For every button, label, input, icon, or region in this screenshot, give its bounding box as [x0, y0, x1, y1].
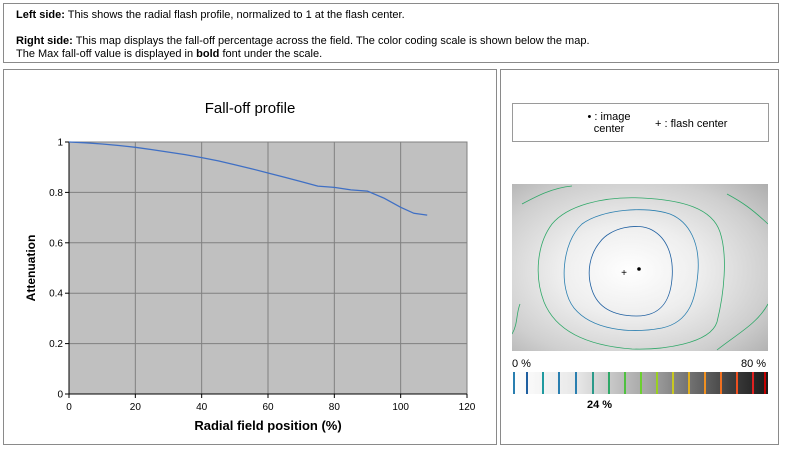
info-line-max: The Max fall-off value is displayed in b…	[16, 48, 778, 61]
falloff-chart: 0 20 40 60 80 100 120 0 0.2 0.4 0.6 0.8 1 Radial fie…	[24, 138, 476, 434]
series-group	[68, 141, 428, 216]
right-side-label: Right side:	[16, 35, 73, 47]
info-line-left: Left side: This shows the radial flash p…	[16, 9, 778, 22]
contour-3	[563, 209, 699, 331]
max-text-bold: bold	[196, 48, 220, 60]
y-tick-label: 0.8	[49, 188, 63, 199]
x-tick-label: 60	[262, 402, 274, 413]
max-text-post: font under the scale.	[219, 48, 323, 60]
scale-tick	[592, 372, 594, 394]
grid-lines	[69, 142, 467, 394]
map-panel: • : image center + : flash center + 0 % …	[500, 69, 779, 445]
scale-max-label: 80 %	[741, 358, 767, 370]
y-axis-label: Attenuation	[24, 235, 38, 302]
profile-panel: Fall-off profile 0 20 40 60 80 100 120 0 0.2 0.4 0…	[3, 69, 497, 445]
y-tick-label: 1	[57, 138, 63, 149]
scale-tick	[688, 372, 690, 394]
scale-tick	[526, 372, 528, 394]
x-tick-label: 40	[196, 402, 208, 413]
right-side-text: This map displays the fall-off percentag…	[72, 35, 590, 47]
map-legend: • : image center + : flash center	[512, 103, 769, 142]
scale-tick	[720, 372, 722, 394]
legend-flash-center: + : flash center	[655, 118, 727, 130]
color-scale	[512, 372, 768, 394]
falloff-map: +	[512, 184, 768, 351]
y-tick-label: 0	[57, 390, 63, 401]
scale-tick	[542, 372, 544, 394]
y-tick-label: 0.6	[49, 238, 63, 249]
scale-tick	[672, 372, 674, 394]
scale-tick	[656, 372, 658, 394]
x-tick-label: 0	[66, 402, 72, 413]
chart-title: Fall-off profile	[204, 100, 296, 117]
scale-tick	[752, 372, 754, 394]
contour-4	[588, 226, 673, 317]
scale-min-label: 0 %	[512, 358, 531, 370]
scale-tick	[608, 372, 610, 394]
x-tick-label: 80	[329, 402, 341, 413]
x-axis-label: Radial field position (%)	[194, 418, 341, 433]
contour-2	[537, 197, 725, 350]
max-text-pre: The Max fall-off value is displayed in	[16, 48, 197, 60]
scale-tick	[624, 372, 626, 394]
scale-tick	[764, 372, 766, 394]
max-falloff-value: 24 %	[586, 399, 613, 411]
contour-outer	[512, 185, 768, 351]
info-line-right: Right side: This map displays the fall-o…	[16, 35, 778, 48]
map-background	[512, 184, 768, 351]
x-tick-label: 100	[392, 402, 409, 413]
left-side-label: Left side:	[16, 9, 65, 21]
flash-center-marker: +	[621, 268, 627, 279]
image-center-label: • : image center	[587, 111, 631, 135]
scale-tick	[558, 372, 560, 394]
x-tick-label: 120	[459, 402, 476, 413]
scale-tick	[575, 372, 577, 394]
scale-tick	[704, 372, 706, 394]
scale-tick	[640, 372, 642, 394]
y-tick-label: 0.4	[49, 289, 63, 300]
legend-image-center: • : image center	[579, 111, 639, 135]
info-box: Left side: This shows the radial flash p…	[3, 3, 779, 63]
x-tick-label: 20	[130, 402, 142, 413]
scale-tick	[513, 372, 515, 394]
axes: 0 20 40 60 80 100 120 0 0.2 0.4 0.6 0.8 1	[49, 138, 476, 414]
flash-center-label: + : flash center	[655, 118, 728, 130]
left-side-text: This shows the radial flash profile, nor…	[64, 9, 405, 21]
y-tick-label: 0.2	[49, 339, 63, 350]
scale-ticks	[513, 372, 766, 394]
image-center-marker	[637, 267, 641, 271]
series-line	[68, 141, 428, 216]
scale-tick	[736, 372, 738, 394]
